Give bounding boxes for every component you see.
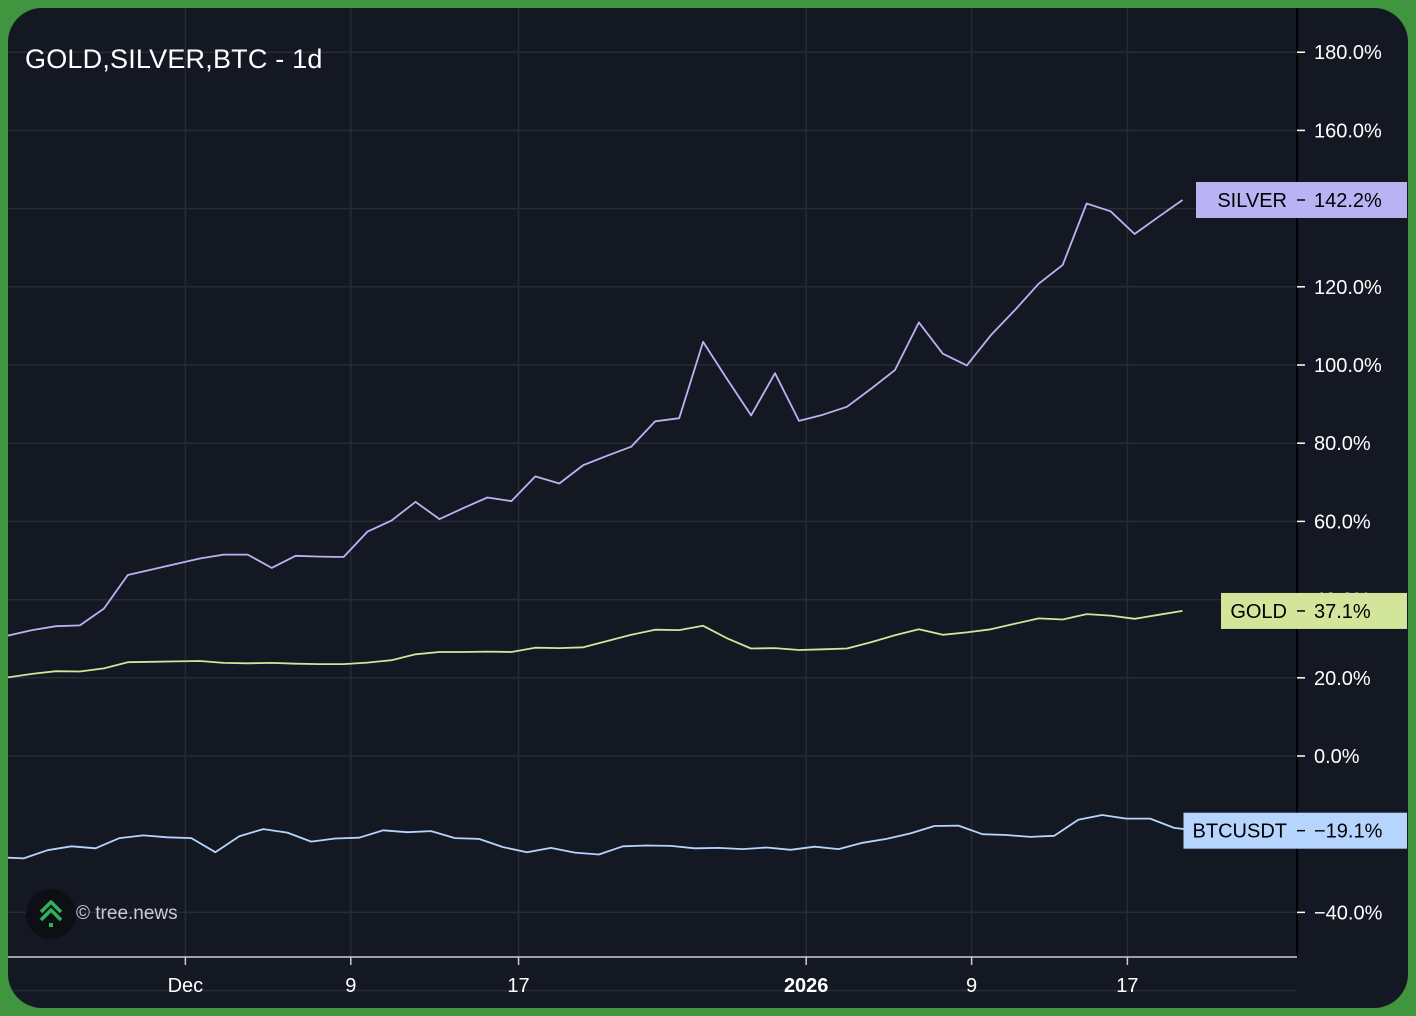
y-tick-label: 100.0% (1314, 355, 1382, 377)
series-name-label-gold: GOLD (1230, 601, 1287, 623)
price-chart: 180.0%160.0%140.0%120.0%100.0%80.0%60.0%… (8, 8, 1407, 997)
x-tick-label: 9 (345, 975, 356, 997)
last-value-box-silver (1297, 181, 1407, 218)
y-tick-label: 180.0% (1314, 42, 1382, 64)
last-value-label-btcusdt: −19.1% (1314, 821, 1383, 843)
y-tick-label: 0.0% (1314, 746, 1360, 768)
chart-frame: 180.0%160.0%140.0%120.0%100.0%80.0%60.0%… (8, 8, 1408, 1008)
y-tick-label: 80.0% (1314, 433, 1371, 455)
y-tick-label: 120.0% (1314, 277, 1382, 299)
watermark: © tree.news (26, 889, 178, 939)
series-line-gold (8, 610, 1183, 679)
y-tick-label: 20.0% (1314, 668, 1371, 690)
series-name-box-silver (1196, 181, 1297, 218)
x-tick-label: Dec (168, 975, 204, 997)
last-value-label-silver: 142.2% (1314, 190, 1382, 212)
y-tick-label: 60.0% (1314, 511, 1371, 533)
x-tick-label: 9 (966, 975, 977, 997)
y-tick-label: 160.0% (1314, 120, 1382, 142)
series-line-silver (8, 199, 1184, 637)
series-name-label-silver: SILVER (1217, 190, 1287, 212)
x-tick-label: 17 (507, 975, 529, 997)
x-tick-label: 17 (1116, 975, 1138, 997)
y-tick-label: −40.0% (1314, 902, 1383, 924)
last-value-box-gold (1297, 592, 1407, 629)
series-name-box-gold (1221, 592, 1297, 629)
tree-news-logo-icon (26, 889, 76, 939)
last-value-label-gold: 37.1% (1314, 601, 1371, 623)
watermark-text: © tree.news (76, 903, 178, 924)
series-name-box-btcusdt (1183, 812, 1297, 849)
chart-title: GOLD,SILVER,BTC - 1d (25, 44, 323, 74)
x-tick-label: 2026 (784, 975, 829, 997)
last-value-box-btcusdt (1297, 812, 1407, 849)
series-name-label-btcusdt: BTCUSDT (1193, 821, 1287, 843)
series-line-btcusdt (8, 814, 1199, 860)
